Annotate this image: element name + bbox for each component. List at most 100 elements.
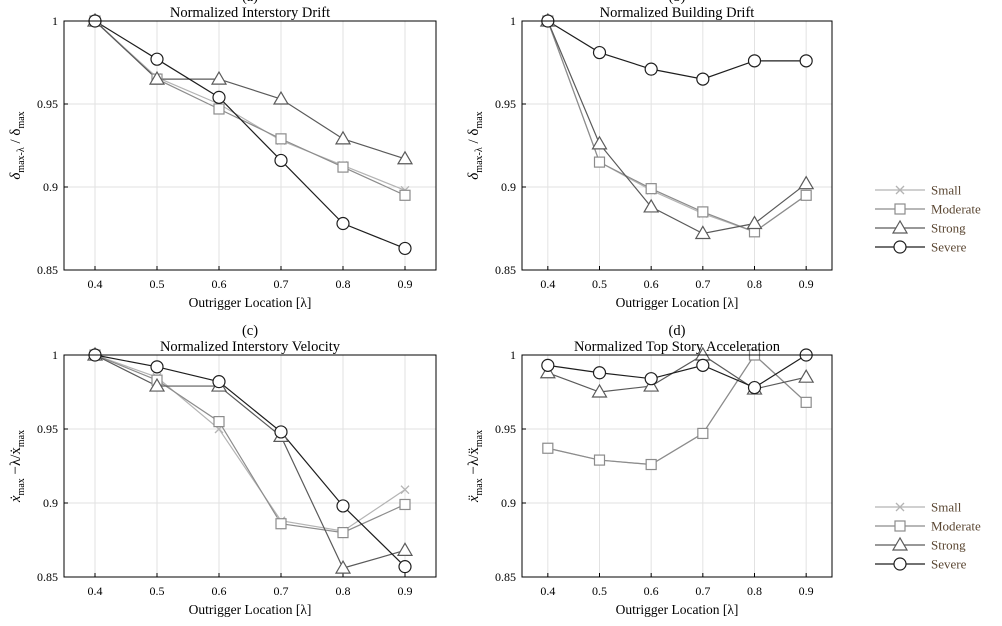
panel-letter: (a) — [242, 0, 258, 5]
y-tick-label: 0.85 — [37, 570, 58, 584]
y-tick-label: 1 — [510, 348, 516, 362]
y-label-sub: max — [474, 478, 485, 495]
data-point-strong — [334, 559, 352, 574]
y-axis-label: δmax-λ / δmax — [466, 111, 485, 179]
data-point-severe — [212, 375, 226, 389]
y-tick-label: 0.9 — [43, 496, 58, 510]
data-point-strong — [148, 377, 166, 392]
panel-title: Normalized Interstory Drift — [170, 5, 330, 21]
data-point-severe — [696, 358, 710, 372]
y-tick-label: 0.85 — [495, 570, 516, 584]
data-point-moderate — [275, 518, 287, 530]
legend-marker-strong — [891, 219, 909, 234]
data-point-strong — [694, 225, 711, 240]
x-tick-label: 0.8 — [747, 584, 762, 598]
data-point-severe — [150, 52, 164, 66]
data-point-moderate — [542, 442, 554, 454]
series-line-strong — [94, 20, 406, 160]
y-label-sub2: max — [16, 430, 27, 447]
data-point-strong — [591, 135, 608, 150]
x-tick-label: 0.5 — [150, 584, 165, 598]
series-line-small — [94, 354, 406, 532]
panel-title: Normalized Interstory Velocity — [160, 339, 341, 355]
data-point-moderate — [213, 416, 225, 428]
data-point-moderate — [697, 206, 709, 218]
data-point-moderate — [399, 189, 411, 201]
x-tick-label: 0.4 — [88, 584, 103, 598]
y-label-symbol: δ — [466, 172, 482, 180]
plot-area — [64, 21, 436, 270]
x-tick-label: 0.6 — [212, 277, 227, 291]
series-line-moderate — [547, 354, 807, 466]
data-point-strong — [334, 130, 352, 145]
series-line-strong — [547, 20, 807, 235]
x-axis-label: Outrigger Location [λ] — [616, 295, 739, 310]
panel-0: 0.4 0.5 0.6 0.7 0.8 0.9 0.85 0.9 0.95 1 (a)Normali… — [8, 0, 437, 310]
legend-label: Small — [931, 183, 962, 198]
series-line-small — [94, 20, 406, 191]
x-tick-label: 0.7 — [695, 584, 710, 598]
data-point-severe — [747, 380, 762, 395]
y-label-symbol: δ — [8, 172, 24, 180]
x-tick-label: 0.8 — [336, 584, 351, 598]
y-label-sub: max-λ — [474, 147, 485, 173]
legend-marker-small-b — [895, 502, 905, 512]
x-axis-label: Outrigger Location [λ] — [189, 295, 312, 310]
y-label-mid: / δ — [466, 129, 482, 148]
x-tick-label: 0.7 — [274, 584, 289, 598]
y-tick-label: 1 — [52, 348, 58, 362]
x-tick-label: 0.8 — [747, 277, 762, 291]
plot-area — [64, 355, 436, 577]
x-axis-label: Outrigger Location [λ] — [616, 602, 739, 617]
legend-marker-severe — [893, 240, 907, 254]
panel-1: 0.4 0.5 0.6 0.7 0.8 0.9 0.85 0.9 0.95 1 (b)Normali… — [466, 0, 833, 310]
data-point-severe — [644, 62, 658, 76]
data-point-moderate — [645, 458, 657, 471]
data-point-severe — [212, 90, 226, 104]
data-point-strong — [272, 90, 290, 105]
y-label-symbol: ẋ — [8, 495, 24, 503]
data-point-small — [400, 485, 410, 495]
x-tick-label: 0.5 — [592, 277, 607, 291]
panel-3: 0.4 0.5 0.6 0.7 0.8 0.9 0.85 0.9 0.95 1 (d)Normali… — [466, 323, 833, 617]
y-tick-label: 1 — [510, 14, 516, 28]
data-point-severe — [592, 45, 607, 60]
x-axis-label: Outrigger Location [λ] — [189, 602, 312, 617]
legend-marker-severe — [893, 557, 907, 571]
data-point-moderate — [275, 133, 287, 145]
x-tick-label: 0.9 — [398, 277, 413, 291]
y-label-sub: max-λ — [16, 147, 27, 173]
data-point-severe — [696, 72, 710, 86]
data-point-small-b — [400, 485, 410, 495]
y-label-sub2: max — [474, 430, 485, 447]
panel-title: Normalized Building Drift — [600, 5, 755, 21]
y-label-mid: −λ/ẋ — [8, 447, 24, 479]
x-tick-label: 0.4 — [540, 277, 555, 291]
x-tick-label: 0.6 — [212, 584, 227, 598]
x-tick-label: 0.9 — [398, 584, 413, 598]
x-tick-label: 0.5 — [592, 584, 607, 598]
legend-label: Moderate — [931, 519, 981, 534]
y-tick-label: 0.9 — [501, 180, 516, 194]
data-point-moderate — [593, 454, 606, 466]
series-line-severe — [547, 354, 807, 389]
panel-letter: (b) — [669, 0, 686, 5]
data-point-moderate — [337, 526, 349, 539]
x-tick-label: 0.7 — [695, 277, 710, 291]
legend-label: Small — [931, 500, 962, 515]
legend-label: Strong — [931, 221, 966, 236]
y-axis-label: ẋmax −λ/ẋmax — [8, 430, 27, 503]
series-line-strong — [547, 354, 807, 393]
x-tick-label: 0.6 — [644, 277, 659, 291]
data-point-moderate — [645, 183, 657, 195]
data-point-severe — [398, 560, 412, 574]
series-line-moderate — [94, 354, 406, 534]
y-tick-label: 0.95 — [495, 422, 516, 436]
y-label-sub2: max — [16, 111, 27, 128]
data-point-severe — [336, 216, 350, 231]
panel-2: 0.4 0.5 0.6 0.7 0.8 0.9 0.85 0.9 0.95 1 (c)Normali… — [8, 323, 437, 617]
legend-label: Strong — [931, 538, 966, 553]
data-point-severe — [644, 372, 658, 386]
axes-frame — [521, 354, 833, 578]
